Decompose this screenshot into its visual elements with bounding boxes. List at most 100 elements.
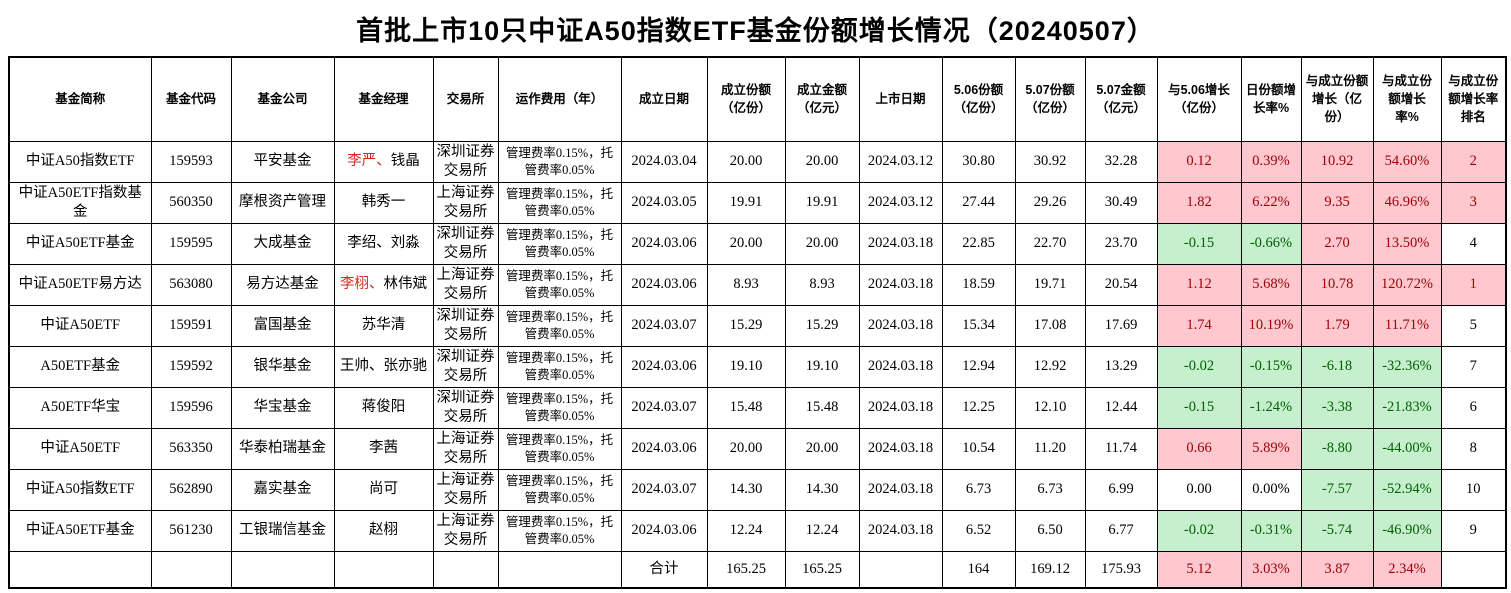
cell-list-date: 2024.03.18 xyxy=(858,386,943,429)
cell-est-amount: 19.10 xyxy=(784,345,860,388)
manager-name-red: 李严、 xyxy=(347,153,391,170)
cell-growth-rate-vs-est: -52.94% xyxy=(1372,468,1442,511)
col-header-est-shares: 成立份额（亿份） xyxy=(706,56,786,142)
cell-growth-vs-est: -8.80 xyxy=(1300,427,1374,470)
cell-fee: 管理费率0.15%，托管费率0.05% xyxy=(497,427,622,470)
total-row: 合计 165.25 165.25 164 169.12 175.93 5.12 3.03% 3.… xyxy=(8,550,1507,589)
cell-rank: 8 xyxy=(1440,427,1507,470)
cell-shares-0507: 12.10 xyxy=(1014,386,1086,429)
cell-est-shares: 165.25 xyxy=(706,550,786,589)
cell-fund-code: 159591 xyxy=(150,304,232,347)
cell-shares-0506: 22.85 xyxy=(941,222,1016,265)
cell-company: 银华基金 xyxy=(230,345,335,388)
cell-shares-0507: 19.71 xyxy=(1014,263,1086,306)
table-title: 首批上市10只中证A50指数ETF基金份额增长情况（20240507） xyxy=(356,16,1155,46)
cell-shares-0507: 22.70 xyxy=(1014,222,1086,265)
cell-daily-growth-rate: 6.22% xyxy=(1240,181,1302,224)
cell-shares-0507: 6.50 xyxy=(1014,509,1086,552)
cell-list-date: 2024.03.18 xyxy=(858,222,943,265)
cell-manager xyxy=(333,550,434,589)
cell-daily-growth-rate: 3.03% xyxy=(1240,550,1302,589)
cell-manager: 韩秀一 xyxy=(333,181,434,224)
cell-est-shares: 20.00 xyxy=(706,222,786,265)
table-row: 中证A50指数ETF 159593 平安基金 李严、钱晶 深圳证券交易所 管理费率0.15… xyxy=(8,140,1507,183)
cell-fund-name: 中证A50指数ETF xyxy=(8,468,152,511)
cell-growth-vs-0506: 0.12 xyxy=(1156,140,1242,183)
table-row: 中证A50ETF 159591 富国基金 苏华清 深圳证券交易所 管理费率0.15%，托管… xyxy=(8,304,1507,347)
cell-fund-code: 563080 xyxy=(150,263,232,306)
cell-fund-code xyxy=(150,550,232,589)
cell-growth-vs-est: 3.87 xyxy=(1300,550,1374,589)
cell-manager: 尚可 xyxy=(333,468,434,511)
cell-est-shares: 15.29 xyxy=(706,304,786,347)
cell-fee: 管理费率0.15%，托管费率0.05% xyxy=(497,304,622,347)
cell-daily-growth-rate: -0.31% xyxy=(1240,509,1302,552)
cell-amount-0507: 17.69 xyxy=(1084,304,1158,347)
cell-fund-name: 中证A50ETF指数基金 xyxy=(8,181,152,224)
cell-exchange: 上海证券交易所 xyxy=(432,468,499,511)
cell-exchange: 深圳证券交易所 xyxy=(432,386,499,429)
cell-rank: 1 xyxy=(1440,263,1507,306)
manager-name-rest: 钱晶 xyxy=(390,153,420,170)
cell-rank: 2 xyxy=(1440,140,1507,183)
table-row: 中证A50ETF指数基金 560350 摩根资产管理 韩秀一 上海证券交易所 管理费率0.… xyxy=(8,181,1507,224)
cell-company: 摩根资产管理 xyxy=(230,181,335,224)
cell-exchange: 深圳证券交易所 xyxy=(432,140,499,183)
cell-fund-name: 中证A50指数ETF xyxy=(8,140,152,183)
cell-est-date: 2024.03.06 xyxy=(620,263,708,306)
col-header-fund-code: 基金代码 xyxy=(150,56,232,142)
cell-shares-0506: 15.34 xyxy=(941,304,1016,347)
cell-est-date: 2024.03.07 xyxy=(620,468,708,511)
cell-manager: 赵栩 xyxy=(333,509,434,552)
cell-growth-rate-vs-est: 120.72% xyxy=(1372,263,1442,306)
cell-est-shares: 19.10 xyxy=(706,345,786,388)
table-row: 中证A50ETF基金 561230 工银瑞信基金 赵栩 上海证券交易所 管理费率0.15%… xyxy=(8,509,1507,552)
cell-amount-0507: 11.74 xyxy=(1084,427,1158,470)
cell-company: 富国基金 xyxy=(230,304,335,347)
cell-fee: 管理费率0.15%，托管费率0.05% xyxy=(497,345,622,388)
cell-exchange: 深圳证券交易所 xyxy=(432,222,499,265)
table-row: 中证A50ETF 563350 华泰柏瑞基金 李茜 上海证券交易所 管理费率0.15%，托… xyxy=(8,427,1507,470)
cell-growth-vs-est: -5.74 xyxy=(1300,509,1374,552)
cell-fund-code: 159592 xyxy=(150,345,232,388)
cell-growth-vs-0506: 0.66 xyxy=(1156,427,1242,470)
cell-est-date: 2024.03.04 xyxy=(620,140,708,183)
cell-fee: 管理费率0.15%，托管费率0.05% xyxy=(497,386,622,429)
col-header-daily-growth-rate: 日份额增长率% xyxy=(1240,56,1302,142)
cell-manager: 李绍、刘淼 xyxy=(333,222,434,265)
cell-shares-0506: 12.94 xyxy=(941,345,1016,388)
cell-fund-code: 560350 xyxy=(150,181,232,224)
cell-daily-growth-rate: 0.39% xyxy=(1240,140,1302,183)
table-head: 基金简称 基金代码 基金公司 基金经理 交易所 运作费用（年） 成立日期 成立份额（亿份） 成立… xyxy=(8,56,1507,142)
cell-exchange: 上海证券交易所 xyxy=(432,263,499,306)
col-header-exchange: 交易所 xyxy=(432,56,499,142)
cell-growth-vs-est: 1.79 xyxy=(1300,304,1374,347)
cell-est-shares: 15.48 xyxy=(706,386,786,429)
cell-fund-code: 159593 xyxy=(150,140,232,183)
cell-shares-0507: 169.12 xyxy=(1014,550,1086,589)
cell-rank: 4 xyxy=(1440,222,1507,265)
cell-growth-vs-0506: 1.12 xyxy=(1156,263,1242,306)
cell-growth-vs-0506: 1.82 xyxy=(1156,181,1242,224)
cell-growth-vs-0506: 0.00 xyxy=(1156,468,1242,511)
cell-rank: 10 xyxy=(1440,468,1507,511)
cell-shares-0507: 29.26 xyxy=(1014,181,1086,224)
cell-exchange: 深圳证券交易所 xyxy=(432,345,499,388)
cell-exchange: 上海证券交易所 xyxy=(432,181,499,224)
manager-name-rest: 林伟斌 xyxy=(383,276,428,293)
col-header-list-date: 上市日期 xyxy=(858,56,943,142)
cell-list-date: 2024.03.18 xyxy=(858,468,943,511)
cell-manager: 李严、钱晶 xyxy=(333,140,434,183)
cell-growth-vs-0506: -0.15 xyxy=(1156,222,1242,265)
cell-manager: 王帅、张亦驰 xyxy=(333,345,434,388)
header-row: 基金简称 基金代码 基金公司 基金经理 交易所 运作费用（年） 成立日期 成立份额（亿份） 成立… xyxy=(8,56,1507,142)
cell-growth-rate-vs-est: -21.83% xyxy=(1372,386,1442,429)
cell-fund-code: 562890 xyxy=(150,468,232,511)
cell-list-date: 2024.03.18 xyxy=(858,345,943,388)
cell-fund-code: 159596 xyxy=(150,386,232,429)
cell-amount-0507: 6.99 xyxy=(1084,468,1158,511)
cell-list-date: 2024.03.12 xyxy=(858,181,943,224)
cell-amount-0507: 12.44 xyxy=(1084,386,1158,429)
table-row: 中证A50指数ETF 562890 嘉实基金 尚可 上海证券交易所 管理费率0.15%，托… xyxy=(8,468,1507,511)
cell-est-amount: 8.93 xyxy=(784,263,860,306)
